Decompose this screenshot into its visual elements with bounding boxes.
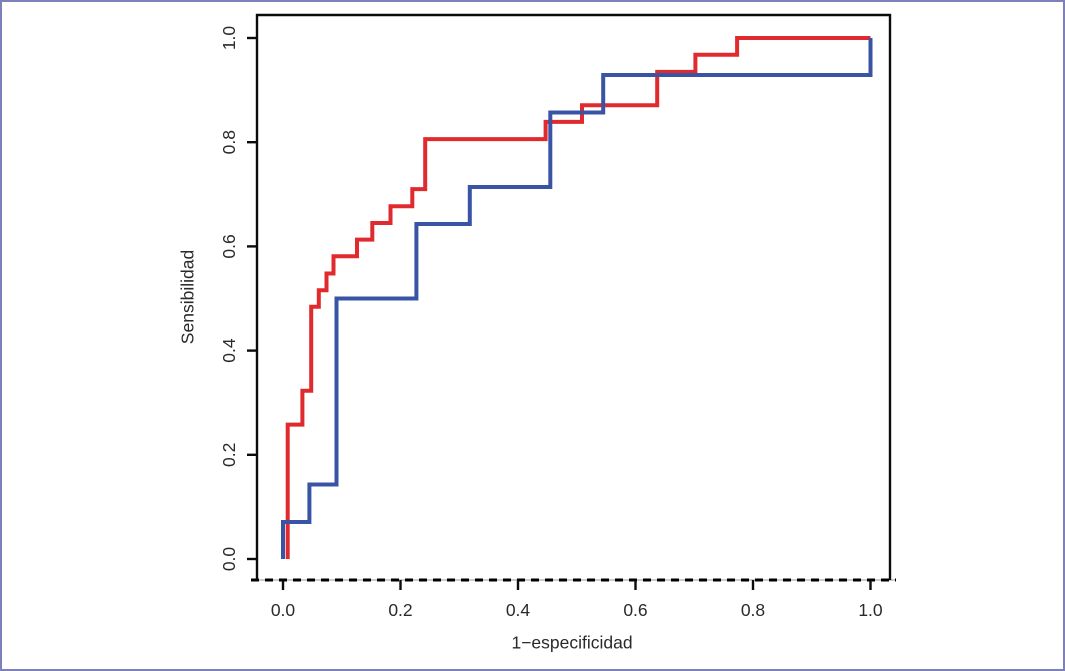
x-tick-label: 1.0 — [858, 600, 883, 620]
x-axis-title: 1−especificidad — [511, 632, 633, 653]
roc-curve-blue — [281, 38, 873, 559]
y-tick-label: 0.0 — [219, 547, 239, 572]
roc-curve-red — [285, 36, 871, 559]
y-tick-label: 0.6 — [219, 234, 239, 258]
y-axis-title: Sensibilidad — [177, 249, 198, 345]
y-tick-label: 0.2 — [219, 443, 239, 467]
x-tick-label: 0.4 — [506, 600, 531, 620]
x-tick-label: 0.2 — [388, 600, 412, 620]
y-tick-label: 0.8 — [219, 130, 239, 154]
plot-box — [255, 13, 892, 580]
x-tick-label: 0.8 — [741, 600, 765, 620]
y-tick-label: 0.4 — [219, 338, 239, 363]
y-tick-label: 1.0 — [219, 26, 239, 51]
x-tick-label: 0.0 — [271, 600, 296, 620]
x-tick-label: 0.6 — [623, 600, 647, 620]
